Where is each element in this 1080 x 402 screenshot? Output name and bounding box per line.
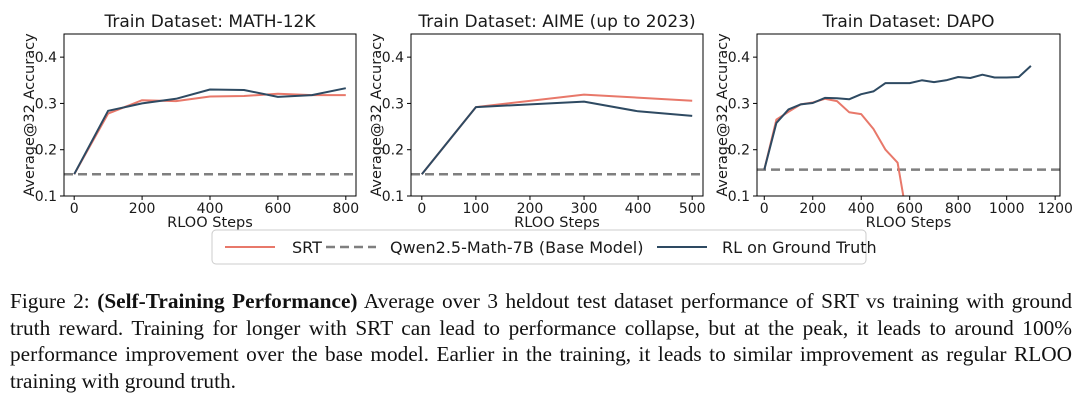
x-tick-label: 200 xyxy=(517,201,544,217)
x-tick-label: 400 xyxy=(848,201,875,217)
plot-area xyxy=(757,65,1060,196)
y-tick-label: 0.1 xyxy=(382,189,404,205)
legend-label-srt: SRT xyxy=(292,238,322,257)
y-tick-label: 0.1 xyxy=(35,189,57,205)
x-tick-label: 600 xyxy=(265,201,292,217)
y-tick-label: 0.2 xyxy=(382,143,404,159)
panel-3: Train Dataset: DAPO Average@32 Accuracy RL… xyxy=(715,12,1073,231)
x-tick-label: 0 xyxy=(417,201,426,217)
caption-label: Figure 2: xyxy=(10,289,90,313)
srt-series-line xyxy=(421,93,693,175)
y-axis-label: Average@32 Accuracy xyxy=(369,33,385,197)
x-axis-label: RLOO Steps xyxy=(866,215,952,231)
x-tick-label: 0 xyxy=(760,201,769,217)
x-tick-label: 200 xyxy=(799,201,826,217)
x-tick-label: 400 xyxy=(625,201,652,217)
figure-caption: Figure 2: (Self-Training Performance) Av… xyxy=(10,288,1072,394)
y-tick-label: 0.2 xyxy=(35,143,57,159)
plot-area xyxy=(64,87,356,176)
caption-title: (Self-Training Performance) xyxy=(97,289,358,313)
x-tick-label: 1000 xyxy=(989,201,1025,217)
legend-label-base: Qwen2.5-Math-7B (Base Model) xyxy=(390,238,644,257)
x-tick-label: 600 xyxy=(896,201,923,217)
x-tick-label: 800 xyxy=(945,201,972,217)
panel-1: Train Dataset: MATH-12K Average@32 Accura… xyxy=(22,12,359,231)
plot-frame xyxy=(756,33,1061,197)
plot-frame xyxy=(410,33,704,197)
y-tick-label: 0.1 xyxy=(728,189,750,205)
panel-title: Train Dataset: DAPO xyxy=(822,12,995,32)
panel-2: Train Dataset: AIME (up to 2023) Average@… xyxy=(369,12,706,231)
x-tick-label: 500 xyxy=(679,201,706,217)
y-tick-label: 0.3 xyxy=(382,96,404,112)
x-axis-label: RLOO Steps xyxy=(167,215,253,231)
plot-frame xyxy=(63,33,357,197)
ground-truth-series-line xyxy=(421,100,693,175)
y-tick-label: 0.4 xyxy=(382,50,404,66)
legend-frame xyxy=(211,229,867,265)
legend: SRT Qwen2.5-Math-7B (Base Model) RL on G… xyxy=(211,229,877,265)
x-tick-label: 300 xyxy=(571,201,598,217)
x-tick-label: 100 xyxy=(463,201,490,217)
ground-truth-series-line xyxy=(73,87,346,175)
panel-title: Train Dataset: AIME (up to 2023) xyxy=(417,12,695,32)
x-tick-label: 400 xyxy=(197,201,224,217)
x-axis-label: RLOO Steps xyxy=(514,215,600,231)
y-axis-label: Average@32 Accuracy xyxy=(715,33,731,197)
ground-truth-series-line xyxy=(763,65,1032,170)
plot-area xyxy=(411,93,703,176)
y-tick-label: 0.2 xyxy=(728,143,750,159)
y-axis-label: Average@32 Accuracy xyxy=(22,33,38,197)
x-tick-label: 800 xyxy=(332,201,359,217)
legend-label-gt: RL on Ground Truth xyxy=(722,238,877,257)
caption-text: Average over 3 heldout test dataset perf… xyxy=(10,289,1072,393)
x-tick-label: 0 xyxy=(70,201,79,217)
x-tick-label: 1200 xyxy=(1037,201,1073,217)
panel-title: Train Dataset: MATH-12K xyxy=(104,12,317,32)
figure: Train Dataset: MATH-12K Average@32 Accura… xyxy=(22,12,1073,265)
y-tick-label: 0.4 xyxy=(728,50,750,66)
srt-series-line xyxy=(763,97,905,196)
srt-series-line xyxy=(73,92,346,175)
y-tick-label: 0.3 xyxy=(35,96,57,112)
x-tick-label: 200 xyxy=(129,201,156,217)
y-tick-label: 0.3 xyxy=(728,96,750,112)
y-tick-label: 0.4 xyxy=(35,50,57,66)
